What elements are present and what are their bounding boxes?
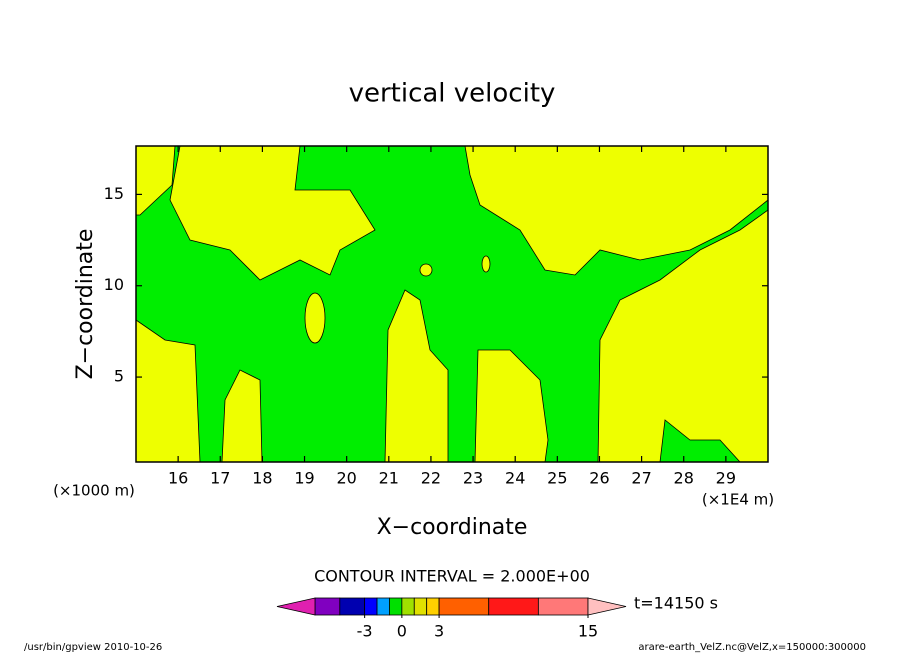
colorbar-box <box>537 597 589 616</box>
x-tick-label: 27 <box>631 469 651 488</box>
x-tick-label: 28 <box>674 469 694 488</box>
plot-frame <box>135 145 769 463</box>
colorbar-box <box>413 597 428 616</box>
colorbar-box <box>426 597 440 616</box>
x-tick-label: 16 <box>168 469 188 488</box>
footer-left: /usr/bin/gpview 2010-10-26 <box>24 642 162 653</box>
x-tick-label: 23 <box>463 469 483 488</box>
colorbar-box <box>364 597 378 616</box>
colorbar-box <box>376 597 390 616</box>
colorbar-box <box>401 597 415 616</box>
contour-region <box>419 263 433 277</box>
contour-region <box>169 145 376 281</box>
contour-region <box>481 255 491 273</box>
colorbar-tick-label: 0 <box>397 622 407 641</box>
colorbar-tick-label: 3 <box>434 622 444 641</box>
contour-region <box>304 292 326 344</box>
y-tick-label: 15 <box>104 184 124 203</box>
x-tick-label: 26 <box>589 469 609 488</box>
contour-field <box>135 145 769 463</box>
colorbar-under <box>276 597 316 616</box>
footer-right: arare-earth_VelZ.nc@VelZ,x=150000:300000 <box>638 642 866 653</box>
x-unit: (×1E4 m) <box>702 491 774 509</box>
y-unit: (×1000 m) <box>53 482 135 500</box>
x-axis-label: X−coordinate <box>377 515 528 540</box>
x-tick-label: 18 <box>252 469 272 488</box>
colorbar-tick-label: 15 <box>578 622 598 641</box>
time-label: t=14150 s <box>634 594 718 613</box>
x-tick-label: 20 <box>336 469 356 488</box>
x-tick-label: 29 <box>716 469 736 488</box>
y-tick-label: 5 <box>114 367 124 386</box>
colorbar-box <box>389 597 403 616</box>
x-tick-label: 25 <box>547 469 567 488</box>
contour-region <box>221 369 263 463</box>
x-tick-label: 21 <box>379 469 399 488</box>
chart-title: vertical velocity <box>349 79 556 109</box>
y-tick-label: 10 <box>104 275 124 294</box>
colorbar-box <box>488 597 539 616</box>
y-axis-label: Z−coordinate <box>73 229 98 380</box>
contour-interval: CONTOUR INTERVAL = 2.000E+00 <box>314 567 590 586</box>
colorbar-box <box>438 597 490 616</box>
colorbar-box <box>339 597 366 616</box>
x-tick-label: 22 <box>421 469 441 488</box>
x-tick-label: 17 <box>210 469 230 488</box>
colorbar-box <box>314 597 341 616</box>
x-tick-label: 24 <box>505 469 525 488</box>
contour-region <box>384 289 449 463</box>
x-tick-label: 19 <box>294 469 314 488</box>
colorbar-over <box>587 597 627 616</box>
colorbar-tick-label: -3 <box>357 622 373 641</box>
